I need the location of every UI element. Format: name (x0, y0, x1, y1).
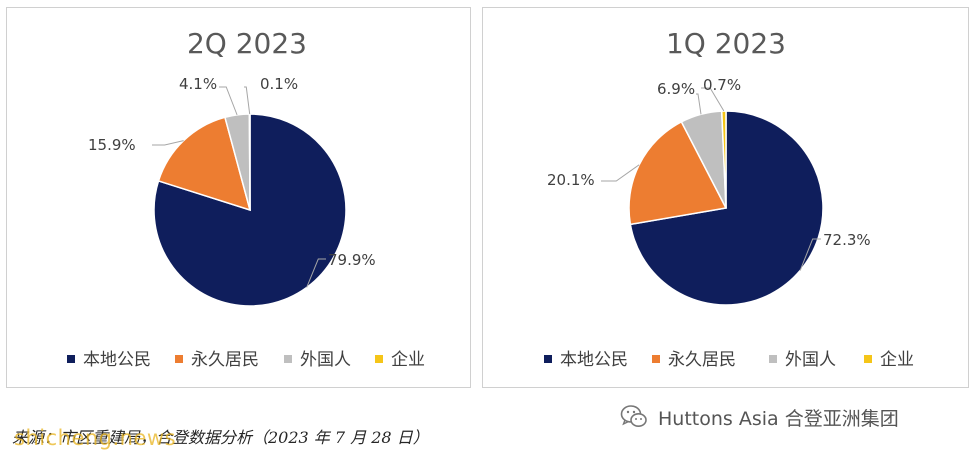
data-label-0: 79.9% (328, 251, 376, 269)
legend-swatch-0 (544, 355, 552, 363)
watermark-text: shicheng.news (14, 426, 177, 450)
chart-title: 1Q 2023 (666, 27, 786, 60)
legend-label-3: 企业 (880, 350, 914, 370)
legend-label-1: 永久居民 (191, 350, 259, 370)
chart-panel-1q-2023: 1Q 2023 72.3% 20.1% 6.9% 0.7% 本地公民 永久居民 … (482, 7, 969, 388)
wechat-icon (620, 405, 647, 427)
leader-line-2 (696, 93, 702, 115)
leader-line-3 (701, 87, 725, 112)
legend-label-0: 本地公民 (560, 350, 628, 370)
leader-line-1 (152, 140, 184, 146)
data-label-0: 72.3% (823, 231, 871, 249)
legend-swatch-3 (864, 355, 872, 363)
brand-attribution: Huttons Asia 合登亚洲集团 (620, 402, 899, 432)
chart-title: 2Q 2023 (187, 27, 307, 60)
data-label-3: 0.1% (260, 75, 298, 93)
legend-swatch-2 (769, 355, 777, 363)
legend-swatch-2 (284, 355, 292, 363)
chart-panel-2q-2023: 2Q 2023 79.9% 15.9% 4.1% 0.1% 本地公民 永久居民 … (6, 7, 471, 388)
pie-slice-1 (628, 120, 728, 226)
data-label-1: 15.9% (88, 136, 136, 154)
legend-label-0: 本地公民 (83, 350, 151, 370)
legend-label-2: 外国人 (785, 350, 836, 370)
leader-line-1 (601, 164, 640, 182)
data-label-2: 4.1% (179, 75, 217, 93)
data-label-3: 0.7% (703, 76, 741, 94)
data-label-2: 6.9% (657, 80, 695, 98)
leader-line-3 (244, 86, 251, 115)
legend-label-2: 外国人 (300, 350, 351, 370)
data-label-1: 20.1% (547, 171, 595, 189)
pie-slice-3 (720, 110, 727, 209)
legend-label-1: 永久居民 (668, 350, 736, 370)
leader-line-0 (306, 258, 326, 288)
source-caption: 来源：市区重建局，合登数据分析（2023 年 7 月 28 日） (12, 428, 429, 447)
pie-chart-2q-2023: 2Q 2023 79.9% 15.9% 4.1% 0.1% 本地公民 永久居民 … (67, 27, 425, 370)
legend-swatch-1 (652, 355, 660, 363)
pie-chart-1q-2023: 1Q 2023 72.3% 20.1% 6.9% 0.7% 本地公民 永久居民 … (544, 27, 914, 370)
legend-label-3: 企业 (391, 350, 425, 370)
pie-slice-3 (248, 113, 251, 211)
leader-line-0 (799, 238, 821, 271)
legend-swatch-3 (375, 355, 383, 363)
leader-line-2 (219, 86, 238, 116)
brand-text: Huttons Asia 合登亚洲集团 (658, 407, 899, 430)
legend-swatch-1 (175, 355, 183, 363)
legend-swatch-0 (67, 355, 75, 363)
